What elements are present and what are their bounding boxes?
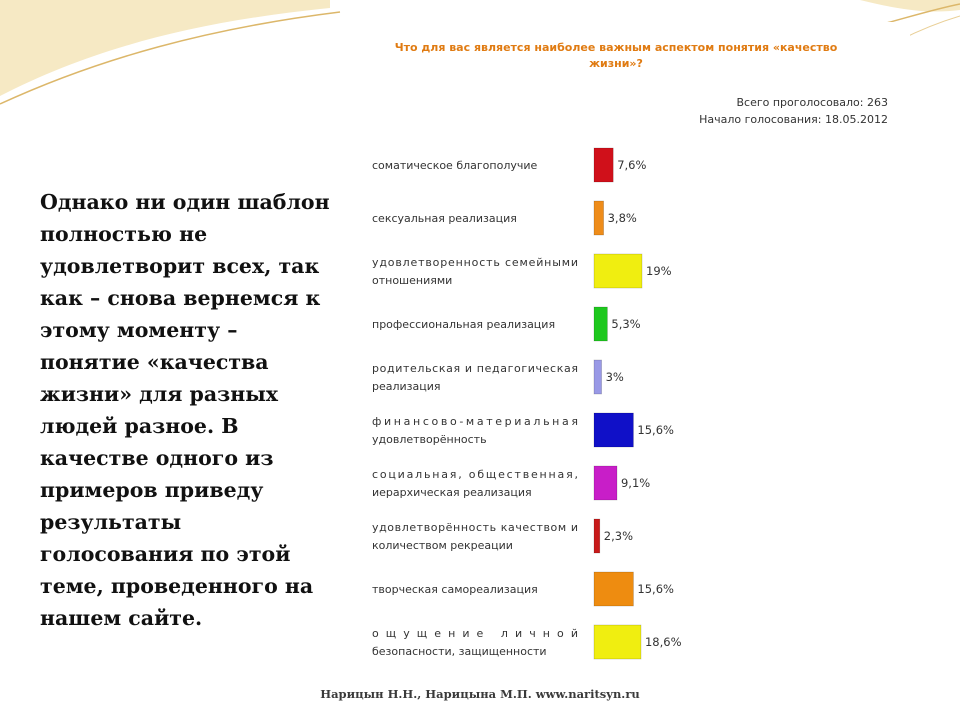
bar (593, 571, 634, 607)
category-label: реализация (372, 380, 441, 393)
bar (593, 412, 634, 448)
bar (593, 253, 643, 289)
value-label: 7,6% (617, 158, 646, 172)
category-label: удовлетворённость (372, 433, 487, 446)
value-label: 19% (646, 264, 672, 278)
category-label: безопасности, защищенности (372, 645, 547, 658)
category-label: иерархическая реализация (372, 486, 532, 499)
category-label: отношениями (372, 274, 452, 287)
bar (593, 518, 601, 554)
category-label: родительская и педагогическая (372, 362, 578, 375)
value-label: 2,3% (604, 529, 633, 543)
category-label: профессиональная реализация (372, 318, 555, 331)
category-label: финансово-материальная (372, 415, 578, 428)
poll-question-title: Что для вас является наиболее важным асп… (394, 41, 838, 70)
total-votes: Всего проголосовало: 263 (736, 96, 888, 109)
value-label: 9,1% (621, 476, 650, 490)
poll-results-panel: Что для вас является наиболее важным асп… (346, 22, 910, 670)
category-label: социальная, общественная, (372, 468, 578, 481)
poll-bar-chart: соматическое благополучие 7,6% сексуальная… (372, 147, 682, 660)
value-label: 15,6% (637, 423, 674, 437)
bar (593, 465, 618, 501)
bar (593, 306, 608, 342)
category-label: количеством рекреации (372, 539, 513, 552)
value-label: 18,6% (645, 635, 682, 649)
bar (593, 147, 614, 183)
bar (593, 359, 602, 395)
top-left-swoosh (0, 0, 330, 96)
top-right-swoosh (860, 0, 960, 12)
category-label: сексуальная реализация (372, 212, 517, 225)
bar (593, 624, 642, 660)
voting-start-date: Начало голосования: 18.05.2012 (699, 113, 888, 126)
footer-authors: Нарицын Н.Н., Нарицына М.П. www.naritsyn… (320, 687, 640, 701)
value-label: 5,3% (611, 317, 640, 331)
category-label: творческая самореализация (372, 583, 538, 596)
category-label: удовлетворённость качеством и (372, 521, 578, 534)
bar (593, 200, 604, 236)
category-label: удовлетворенность семейными (372, 256, 578, 269)
top-left-swoosh-line (0, 11, 341, 105)
value-label: 3,8% (608, 211, 637, 225)
category-label: ощущение личной (372, 627, 578, 640)
slide-body-text: Однако ни один шаблон полностью не удовл… (40, 190, 330, 630)
category-label: соматическое благополучие (372, 159, 538, 172)
value-label: 15,6% (637, 582, 674, 596)
value-label: 3% (606, 370, 624, 384)
